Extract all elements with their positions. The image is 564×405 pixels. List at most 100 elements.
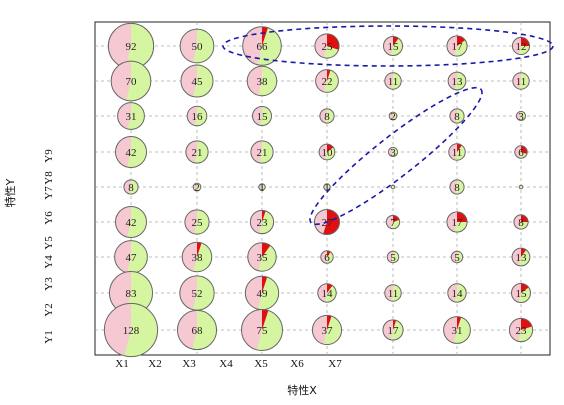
pie-marker: 7 (385, 214, 401, 230)
pie-count-label: 75 (257, 325, 269, 337)
pie-outline (249, 209, 275, 235)
pie-count-label: 50 (192, 41, 204, 53)
pie-marker: 5 (386, 250, 400, 264)
pie-outline (511, 247, 531, 267)
pie-outline (181, 241, 213, 273)
pie-outline (512, 72, 530, 90)
pie-slice-red (457, 316, 462, 330)
pie-marker: 42 (114, 205, 148, 239)
pie-outline (513, 214, 529, 230)
pie-marker: 15 (251, 105, 273, 127)
pie-marker: 17 (446, 35, 468, 57)
pie-marker: 11 (448, 143, 466, 161)
pie-count-label: 7 (390, 217, 396, 229)
pie-marker: 15 (510, 282, 532, 304)
pie-slice-pink (117, 102, 131, 129)
pie-slice-pink (511, 283, 521, 303)
pie-slice-pink (513, 214, 521, 229)
pie-count-label: 31 (452, 325, 463, 337)
pie-outline (449, 108, 465, 124)
y-tick-label: Y4 (43, 255, 55, 269)
pie-count-label: 17 (452, 41, 464, 53)
pie-count-label: 15 (516, 288, 528, 300)
pie-marker: 3 (387, 146, 399, 159)
pie-slice-pink (382, 319, 393, 340)
pie-count-label: 27 (322, 217, 334, 229)
pie-slice-pink (447, 283, 457, 302)
pie-marker: 17 (382, 319, 404, 341)
pie-marker: 3 (515, 110, 527, 123)
pie-count-label: 11 (388, 76, 399, 88)
pie-marker: 38 (181, 241, 213, 273)
pie-count-label: 38 (257, 76, 269, 88)
pie-marker: 47 (114, 240, 148, 274)
pie-outline (240, 308, 284, 352)
pie-marker: 75 (240, 308, 284, 352)
pie-count-label: 8 (454, 111, 460, 123)
pie-outline (319, 108, 335, 124)
pie-slice-pink (319, 144, 327, 160)
pie-slice-pink (184, 209, 197, 234)
pie-count-label: 13 (452, 76, 464, 88)
pie-count-label: 11 (452, 147, 463, 159)
pie-slice-pink (319, 108, 327, 123)
pie-outline (176, 309, 218, 351)
pie-slice-pink (104, 303, 131, 356)
pie-outline (180, 64, 214, 98)
pie-slice-red (262, 210, 266, 222)
x-tick-label: X5 (254, 358, 268, 370)
pie-slice-pink (250, 210, 262, 234)
pie-marker: 70 (110, 60, 152, 102)
pie-outline (508, 317, 534, 343)
pie-marker: 38 (246, 65, 278, 97)
pie-slice-pink (312, 315, 327, 345)
y-tick-label: Y5 (43, 236, 55, 250)
pie-outline (117, 102, 145, 130)
pie-marker: 12 (511, 36, 531, 56)
pie-outline (192, 182, 202, 192)
pie-slice-red (393, 215, 400, 222)
pie-outline (311, 314, 343, 346)
pie-slice-pink (111, 61, 131, 101)
pie-outline (250, 140, 274, 164)
pie-outline (242, 26, 282, 66)
pie-slice-red (327, 250, 331, 257)
pie-marker: 8 (449, 108, 465, 124)
pie-slice-pink (252, 106, 262, 126)
pie-slice-pink (245, 276, 262, 310)
pie-outline (179, 28, 215, 64)
pie-marker: 13 (447, 71, 467, 91)
pie-count-label: 128 (123, 325, 140, 337)
pie-count-label: 49 (257, 288, 269, 300)
pie-slice-pink (387, 251, 393, 263)
y-tick-label: Y1 (43, 330, 55, 343)
pie-slice-pink (177, 310, 197, 349)
pie-slice-red (393, 319, 397, 330)
pie-outline (450, 250, 464, 264)
pie-count-label: 42 (126, 147, 137, 159)
pie-slice-red (521, 318, 533, 330)
pie-marker: 8 (449, 179, 465, 195)
pie-slice-pink (314, 209, 327, 235)
pie-count-label: 52 (192, 288, 203, 300)
x-tick-labels: X1 X2 X3 X4 X5 X6 X7 (115, 358, 342, 370)
pie-count-label: 83 (126, 288, 138, 300)
pie-marker: 8 (123, 179, 139, 195)
pie-outline (313, 208, 341, 236)
pie-marker: 37 (311, 314, 343, 346)
pie-slice-pink (512, 248, 521, 266)
annotation-ellipse-diagonal (309, 86, 483, 226)
pie-marker: 2 (192, 182, 202, 194)
pie-count-label: 11 (516, 76, 527, 88)
pie-marker: 11 (384, 72, 402, 90)
y-tick-label: Y6 (43, 211, 55, 225)
pie-slice-pink (383, 36, 393, 56)
pie-slice-green (519, 185, 523, 189)
pie-slice-red (327, 315, 332, 330)
pie-slice-red (457, 211, 468, 222)
pie-outline (447, 283, 467, 303)
pie-slice-pink (193, 183, 197, 191)
pie-outline (385, 214, 401, 230)
pie-count-label: 17 (388, 325, 400, 337)
y-tick-label: Y7 (43, 186, 55, 200)
